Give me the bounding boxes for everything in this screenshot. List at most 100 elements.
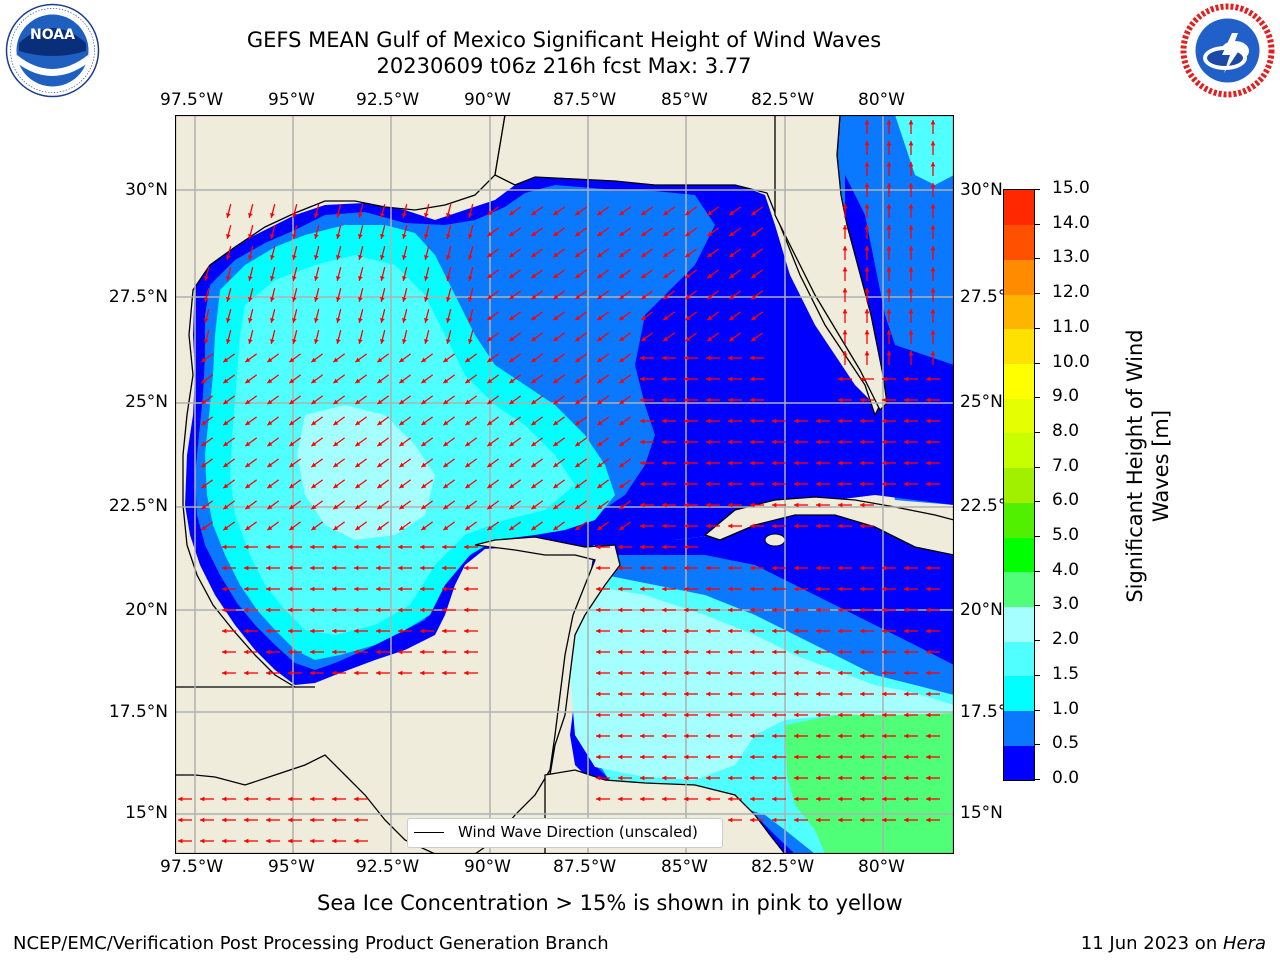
wind-arrow-head (200, 817, 205, 823)
colorbar-cell (1004, 363, 1034, 399)
wind-arrow-head (886, 351, 892, 356)
wind-arrow-head (662, 586, 667, 592)
colorbar-tick-label: 15.0 (1052, 178, 1090, 198)
colorbar-tick-mark (1034, 674, 1040, 676)
bottom-lon-label: 82.5°W (751, 857, 815, 877)
wind-arrow-head (904, 460, 909, 466)
wind-arrow-head (201, 504, 207, 510)
wind-arrow-head (487, 525, 493, 531)
wind-arrow-head (509, 441, 515, 447)
wind-arrow-head (509, 315, 515, 321)
wind-arrow-head (662, 670, 667, 676)
wind-arrow-head (376, 607, 381, 613)
wind-arrow-head (864, 288, 870, 293)
wind-arrow-head (248, 317, 253, 323)
wind-arrow-head (619, 315, 625, 321)
wind-arrow-head (464, 670, 469, 676)
wind-arrow-head (596, 733, 601, 739)
wind-arrow-head (267, 357, 273, 363)
wind-arrow-head (267, 462, 273, 468)
wind-arrow-head (509, 273, 515, 279)
wind-arrow-head (509, 357, 515, 363)
wind-arrow-head (838, 502, 843, 508)
wind-arrow-head (288, 649, 293, 655)
wind-arrow-head (596, 565, 601, 571)
wind-arrow-head (663, 294, 669, 300)
wind-arrow-head (908, 225, 914, 230)
wind-arrow-head (930, 330, 936, 335)
bottom-lon-label: 85°W (661, 857, 708, 877)
wind-arrow-head (663, 231, 669, 237)
colorbar-cell (1004, 745, 1034, 781)
wind-arrow-head (618, 733, 623, 739)
wind-arrow-head (619, 273, 625, 279)
wind-arrow-head (882, 586, 887, 592)
wind-arrow-head (292, 296, 297, 302)
wind-arrow-head (267, 441, 273, 447)
wind-arrow-head (842, 204, 848, 209)
wind-arrow-head (311, 504, 317, 510)
wind-arrow-head (266, 649, 271, 655)
right-lat-label: 30°N (960, 180, 1003, 200)
wind-arrow-head (443, 357, 449, 363)
wind-arrow-head (772, 565, 777, 571)
wind-arrow-head (838, 796, 843, 802)
wind-arrow-head (245, 504, 251, 510)
wind-arrow-head (223, 483, 229, 489)
wind-arrow-head (838, 397, 843, 403)
wind-arrow-head (553, 504, 559, 510)
wind-arrow-head (424, 254, 429, 260)
wind-arrow-head (618, 628, 623, 634)
wind-arrow-head (926, 481, 931, 487)
wind-arrow-head (684, 502, 689, 508)
wind-arrow-head (838, 439, 843, 445)
wind-arrow-head (487, 441, 493, 447)
wind-arrow-head (728, 586, 733, 592)
colorbar-cell (1004, 710, 1034, 746)
wind-arrow-head (245, 399, 251, 405)
wind-arrow-head (468, 254, 473, 260)
wind-arrow-head (882, 439, 887, 445)
right-lat-label: 25°N (960, 392, 1003, 412)
wind-arrow-head (596, 544, 601, 550)
wind-arrow-head (244, 796, 249, 802)
wind-arrow-head (816, 712, 821, 718)
wind-arrow-head (794, 523, 799, 529)
wind-arrow-head (266, 607, 271, 613)
wind-arrow-head (355, 420, 361, 426)
wind-arrow-head (908, 162, 914, 167)
wind-arrow-head (729, 273, 735, 279)
wind-arrow-head (794, 775, 799, 781)
wind-arrow-head (794, 817, 799, 823)
left-lat-label: 25°N (125, 392, 168, 412)
colorbar-tick-label: 9.0 (1052, 386, 1080, 407)
wind-arrow-head (908, 330, 914, 335)
wind-arrow-head (333, 483, 339, 489)
wind-arrow-head (882, 775, 887, 781)
wind-arrow-head (750, 607, 755, 613)
chart-title-line2: 20230609 t06z 216h fcst Max: 3.77 (376, 54, 752, 78)
wind-arrow-head (930, 267, 936, 272)
wind-arrow-head (333, 525, 339, 531)
colorbar-tick-mark (1034, 293, 1040, 295)
left-lat-label: 17.5°N (108, 702, 168, 722)
wind-arrow-head (266, 670, 271, 676)
wind-arrow-head (926, 460, 931, 466)
wind-arrow-head (882, 796, 887, 802)
wind-arrow-head (838, 712, 843, 718)
wind-arrow-head (838, 607, 843, 613)
wind-arrow-head (398, 607, 403, 613)
left-lat-label: 27.5°N (108, 287, 168, 307)
wind-arrow-head (908, 183, 914, 188)
colorbar-tick-mark (1034, 605, 1040, 607)
wind-arrow-head (267, 420, 273, 426)
wind-arrow-head (706, 481, 711, 487)
wind-arrow-head (248, 296, 253, 302)
wind-arrow-head (442, 586, 447, 592)
wind-arrow-head (838, 670, 843, 676)
wind-arrow-head (377, 462, 383, 468)
wind-arrow-head (930, 162, 936, 167)
wind-arrow-head (201, 441, 207, 447)
wind-arrow-head (685, 294, 691, 300)
wind-arrow-head (376, 649, 381, 655)
